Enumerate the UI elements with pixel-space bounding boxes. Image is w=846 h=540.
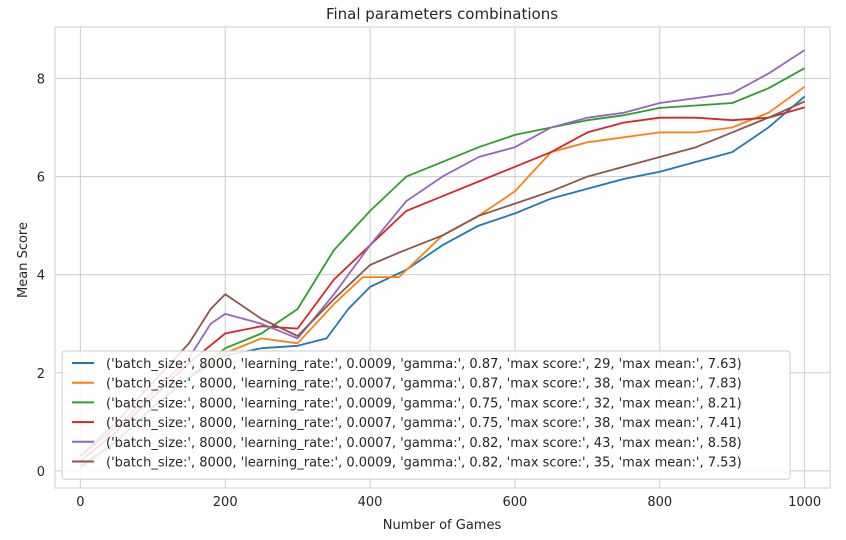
y-tick-label: 0 (37, 465, 45, 480)
y-tick-label: 4 (37, 269, 45, 284)
legend (61, 350, 791, 480)
x-tick-label: 600 (503, 495, 528, 510)
y-tick-label: 6 (37, 171, 45, 186)
legend-label-6: ('batch_size:', 8000, 'learning_rate:', … (106, 456, 742, 471)
legend-label-5: ('batch_size:', 8000, 'learning_rate:', … (106, 436, 742, 451)
x-tick-label: 400 (358, 495, 383, 510)
legend-label-3: ('batch_size:', 8000, 'learning_rate:', … (106, 396, 742, 411)
x-tick-label: 200 (213, 495, 238, 510)
x-tick-label: 1000 (788, 495, 821, 510)
y-tick-label: 8 (37, 72, 45, 87)
legend-label-4: ('batch_size:', 8000, 'learning_rate:', … (106, 416, 742, 431)
y-axis-label: Mean Score (16, 222, 31, 298)
plot-frame (54, 26, 831, 489)
x-axis-label: Number of Games (383, 518, 502, 533)
y-tick-label: 2 (37, 367, 45, 382)
plot-area: 0 200 400 600 800 1000 0 2 4 6 8 ('batch_size:', 80… (37, 26, 831, 510)
series-line-6 (79, 100, 805, 457)
x-tick-label: 800 (647, 495, 672, 510)
series-line-5 (79, 49, 806, 457)
legend-label-1: ('batch_size:', 8000, 'learning_rate:', … (106, 357, 742, 372)
chart-title: Final parameters combinations (326, 5, 558, 23)
x-tick-label: 0 (76, 495, 84, 510)
legend-label-2: ('batch_size:', 8000, 'learning_rate:', … (106, 377, 742, 392)
